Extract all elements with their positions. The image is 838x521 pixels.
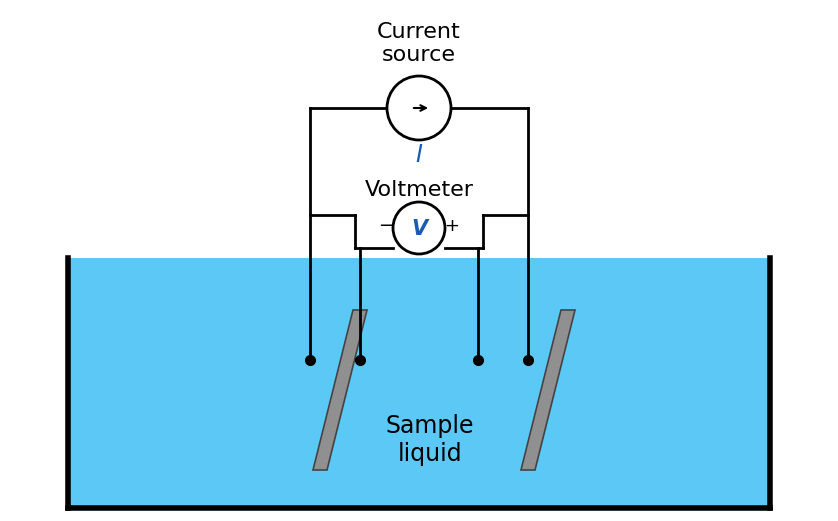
Text: Current
source: Current source	[377, 22, 461, 65]
Text: Voltmeter: Voltmeter	[365, 180, 473, 200]
Text: Sample
liquid: Sample liquid	[385, 414, 474, 466]
Text: I: I	[416, 143, 422, 167]
Bar	[68, 258, 770, 508]
Text: −: −	[379, 217, 394, 235]
Text: V: V	[411, 219, 427, 239]
Circle shape	[393, 202, 445, 254]
Circle shape	[387, 76, 451, 140]
Text: +: +	[444, 217, 459, 235]
Polygon shape	[313, 310, 367, 470]
Polygon shape	[521, 310, 575, 470]
